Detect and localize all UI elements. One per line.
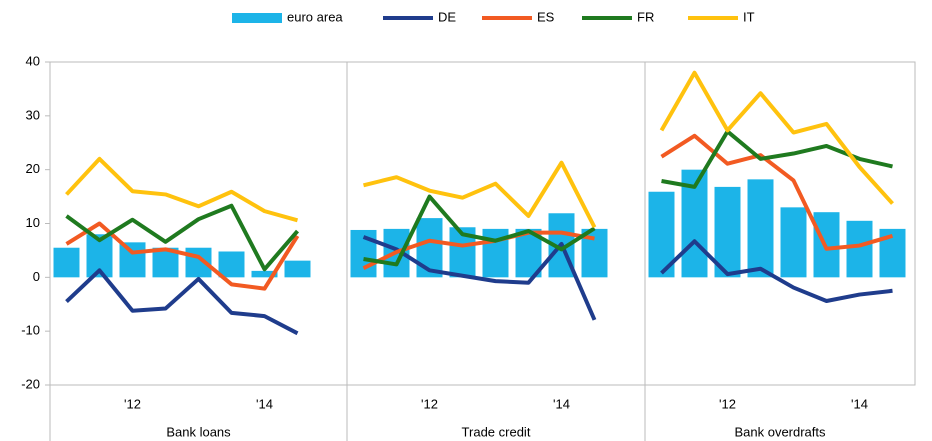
y-tick-label: -20 [21, 376, 40, 391]
bar [284, 260, 311, 278]
panel-label: Trade credit [462, 424, 531, 439]
legend-label: ES [537, 9, 555, 24]
line [65, 221, 300, 291]
bar [53, 247, 80, 278]
line [659, 70, 894, 205]
x-tick-label: '14 [851, 396, 868, 411]
x-tick-label: '14 [553, 396, 570, 411]
panel-label: Bank loans [166, 424, 231, 439]
y-tick-label: 20 [26, 161, 40, 176]
bar [119, 242, 146, 278]
panel-label: Bank overdrafts [734, 424, 826, 439]
legend-label: IT [743, 9, 755, 24]
y-tick-label: -10 [21, 323, 40, 338]
legend-label: FR [637, 9, 654, 24]
x-tick-label: '12 [421, 396, 438, 411]
bar [714, 186, 741, 278]
line [65, 156, 299, 223]
x-tick-label: '12 [124, 396, 141, 411]
y-tick-label: 0 [33, 269, 40, 284]
bar [251, 270, 278, 278]
bar [416, 218, 443, 278]
y-tick-label: 30 [26, 107, 40, 122]
line [363, 160, 597, 229]
bar [780, 207, 807, 278]
bar [747, 179, 774, 278]
line [363, 194, 596, 267]
legend-label: DE [438, 9, 456, 24]
legend-label: euro area [287, 9, 343, 24]
x-tick-label: '12 [719, 396, 736, 411]
y-tick-label: 40 [26, 53, 40, 68]
line [65, 268, 299, 336]
legend-swatch [232, 13, 282, 23]
y-tick-label: 10 [26, 215, 40, 230]
line [660, 239, 893, 304]
line [660, 133, 894, 251]
x-tick-label: '14 [256, 396, 273, 411]
bar [846, 220, 873, 278]
line [65, 203, 300, 272]
bar [218, 251, 245, 278]
